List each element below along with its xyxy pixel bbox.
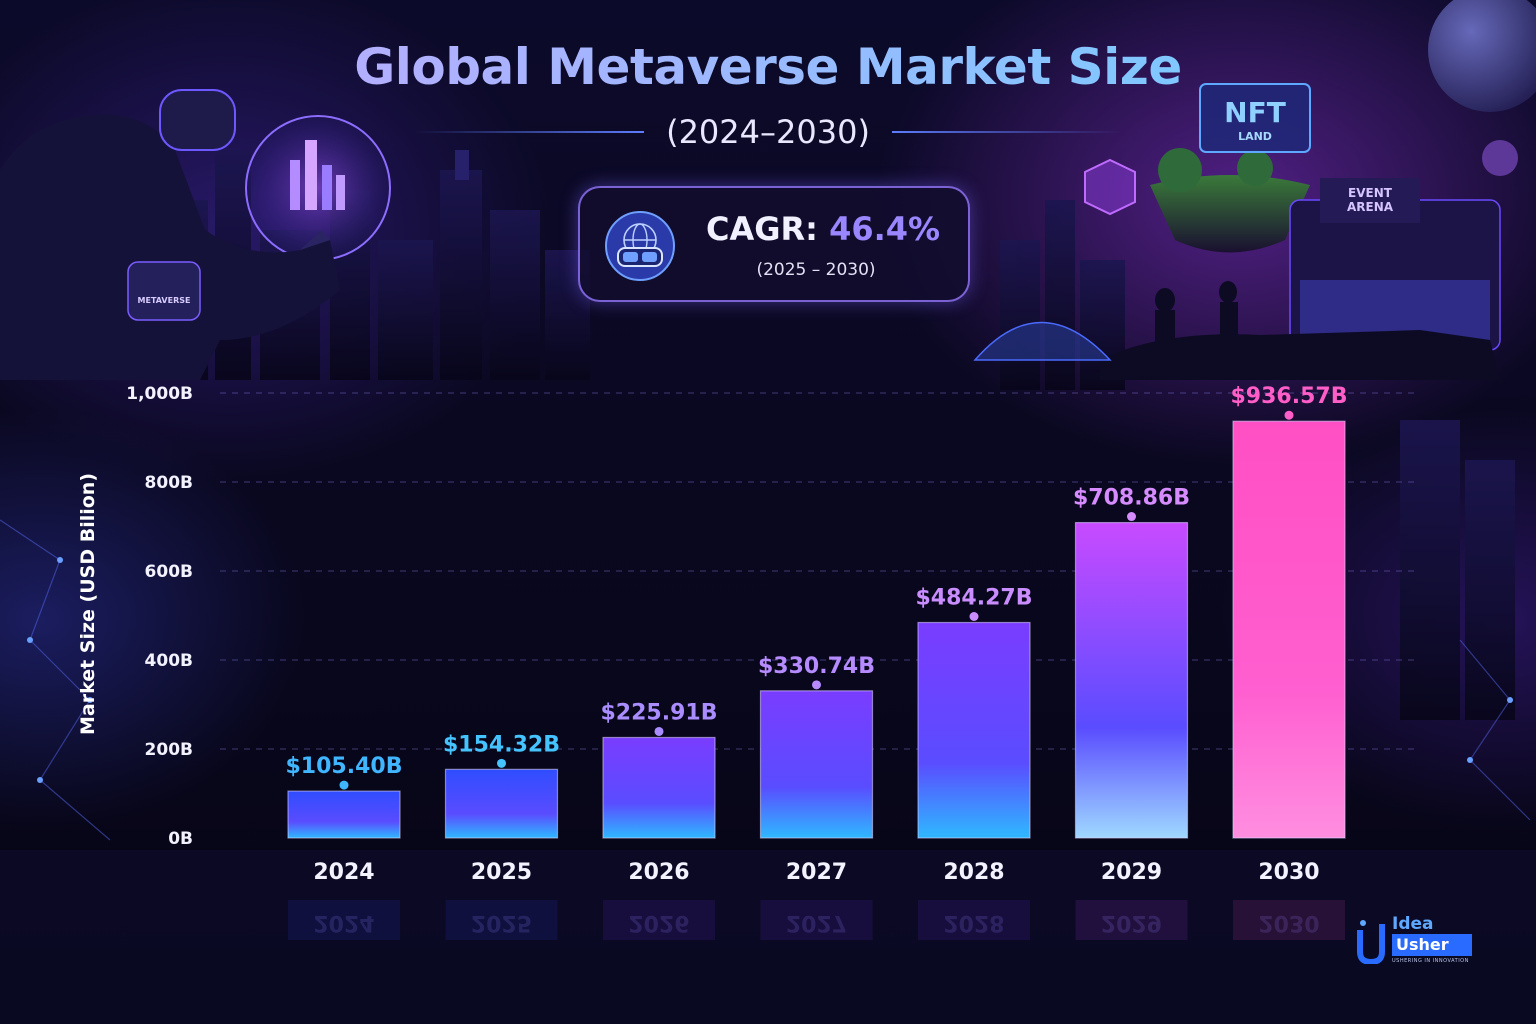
subtitle-row: (2024–2030) — [0, 110, 1536, 154]
x-tick-reflection: 2026 — [628, 910, 689, 935]
data-label-2027: $330.74B — [758, 654, 875, 679]
planet-icon — [1482, 140, 1518, 176]
logo-text-line1: Idea — [1392, 914, 1434, 934]
vr-user-figure — [0, 89, 340, 380]
cagr-label: CAGR: 46.4% — [706, 210, 940, 248]
bar-marker-dot — [1127, 512, 1136, 522]
bar-2030 — [1232, 420, 1346, 839]
bar-2026 — [602, 736, 716, 839]
logo-text-line2: Usher — [1392, 934, 1472, 956]
x-tick-label: 2025 — [471, 860, 532, 885]
arena-sign-label: EVENT ARENA — [1346, 186, 1394, 214]
hexagon-cube-icon — [1084, 158, 1136, 216]
x-tick-label: 2026 — [628, 860, 689, 885]
bar-marker-dot — [969, 611, 979, 621]
y-tick-label: 0B — [168, 829, 193, 849]
planet-icon — [1428, 0, 1536, 112]
bar-2027 — [759, 690, 874, 839]
bar-marker-dot — [654, 726, 664, 736]
bar-marker-dot — [1284, 410, 1294, 420]
y-tick-label: 200B — [145, 740, 193, 760]
bar-reflection — [603, 900, 715, 940]
bar-reflection — [1233, 900, 1345, 940]
page-subtitle: (2024–2030) — [666, 113, 870, 151]
network-nodes-decor — [27, 557, 1513, 783]
subtitle-divider-left — [414, 131, 645, 133]
x-tick-reflection: 2024 — [313, 910, 374, 935]
bar-2029 — [1074, 521, 1189, 839]
x-tick-reflection: 2025 — [471, 910, 532, 935]
bar-marker-dot — [497, 758, 506, 768]
x-tick-reflection: 2030 — [1258, 910, 1319, 935]
bar-reflection — [760, 900, 873, 940]
data-label-2029: $708.86B — [1073, 486, 1190, 511]
x-axis-ticks: 2024 2024 2025 2025 2026 2026 2027 2027 2028 2028… — [313, 860, 1319, 935]
y-axis-label: Market Size (USD Bilion) — [77, 473, 99, 735]
x-tick-reflection: 2029 — [1101, 910, 1162, 935]
cagr-card: CAGR: 46.4% (2025 – 2030) — [578, 186, 970, 302]
idea-usher-logo: Idea Usher USHERING IN INNOVATION — [1356, 914, 1476, 970]
cagr-label-text: CAGR: — [706, 210, 818, 248]
x-tick-reflection: 2028 — [943, 910, 1004, 935]
y-axis-ticks: 0B 200B 400B 600B 800B 1,000B — [126, 384, 193, 849]
x-tick-label: 2029 — [1101, 860, 1162, 885]
y-tick-label: 400B — [145, 651, 193, 671]
cagr-value: 46.4% — [829, 210, 941, 248]
crowd-silhouettes — [1100, 281, 1500, 380]
bar-reflection — [918, 900, 1030, 940]
floor-reflection — [0, 850, 1536, 1024]
x-tick-label: 2028 — [943, 860, 1004, 885]
bar-2024 — [287, 790, 401, 839]
x-tick-label: 2024 — [313, 860, 374, 885]
event-arena-building — [1289, 178, 1501, 351]
data-label-2030: $936.57B — [1231, 384, 1348, 409]
data-label-2025: $154.32B — [443, 732, 560, 757]
x-tick-reflection: 2027 — [786, 910, 847, 935]
nft-land-sign — [1199, 83, 1311, 153]
y-tick-label: 800B — [145, 473, 193, 493]
bar-marker-dot — [339, 780, 349, 790]
logo-tagline: USHERING IN INNOVATION — [1392, 958, 1469, 964]
bar-2028 — [917, 621, 1031, 839]
x-tick-label: 2027 — [786, 860, 847, 885]
subtitle-divider-right — [891, 131, 1122, 133]
bar-marker-dot — [812, 680, 821, 690]
y-tick-label: 600B — [145, 562, 193, 582]
x-tick-label: 2030 — [1258, 860, 1319, 885]
page-title: Global Metaverse Market Size — [0, 38, 1536, 96]
sleeve-patch-label: METAVERSE — [137, 296, 191, 305]
bar-reflection — [1075, 900, 1188, 940]
floating-island — [1150, 148, 1310, 253]
y-tick-label: 1,000B — [126, 384, 193, 404]
logo-mark-icon — [1357, 920, 1385, 964]
cagr-period: (2025 – 2030) — [756, 260, 876, 280]
vr-headset-globe-icon — [605, 211, 675, 281]
nft-sign-sublabel: LAND — [1238, 130, 1272, 143]
data-label-2028: $484.27B — [916, 585, 1033, 610]
data-label-2024: $105.40B — [286, 754, 403, 779]
data-label-2026: $225.91B — [601, 700, 718, 725]
chart-data-labels: $105.40B $154.32B $225.91B $330.74B $484.27B… — [286, 384, 1348, 790]
network-lines-decor — [0, 519, 1531, 841]
bar-2025 — [444, 768, 559, 839]
chart-bars — [287, 420, 1346, 940]
bar-reflection — [288, 900, 400, 940]
hologram-city-icon — [290, 140, 345, 210]
dome-structure — [973, 321, 1112, 361]
bar-reflection — [445, 900, 558, 940]
nft-sign-label: NFT — [1224, 96, 1286, 129]
